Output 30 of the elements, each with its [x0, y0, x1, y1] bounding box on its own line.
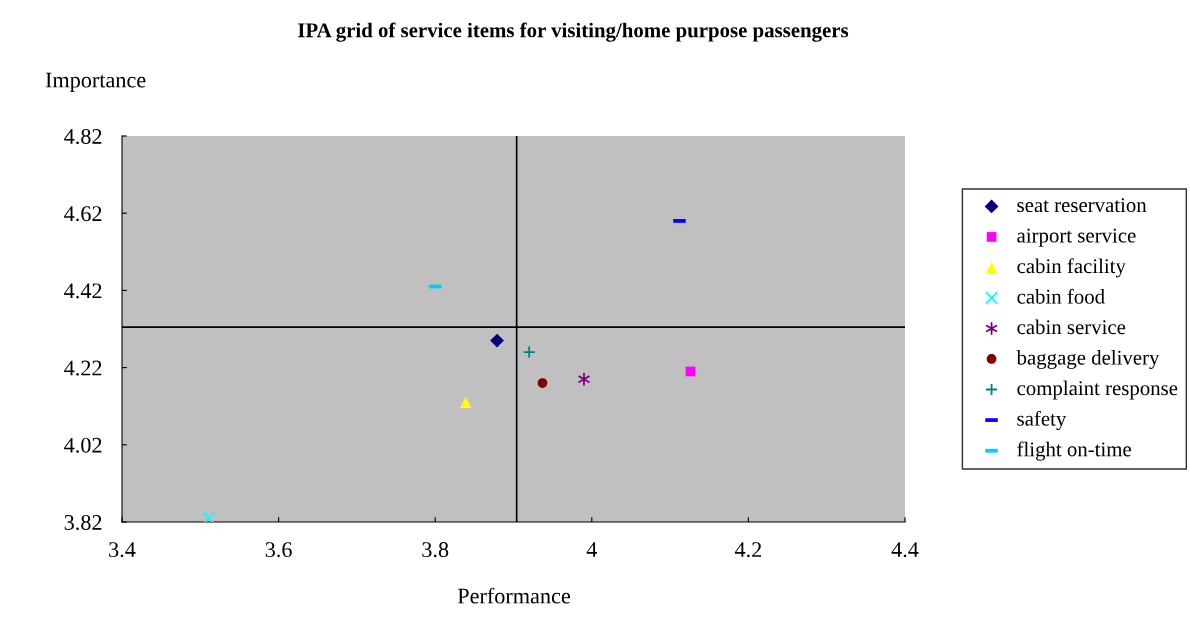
legend-label: flight on-time [1017, 441, 1131, 461]
point [202, 511, 216, 522]
legend-label: baggage delivery [1016, 349, 1160, 369]
y-tick-label: 4.42 [64, 283, 102, 299]
x-tick-label: 3.6 [265, 542, 292, 558]
legend-label: complaint response [1017, 380, 1178, 400]
legend-label: cabin food [1017, 288, 1105, 304]
legend-label: cabin service [1017, 319, 1126, 335]
legend-label: airport service [1017, 228, 1136, 247]
point [537, 378, 548, 388]
x-tick-label: 4.2 [734, 542, 762, 558]
y-axis-title: Importance [45, 72, 146, 93]
y-tick-label: 4.02 [64, 437, 102, 453]
legend-label: safety [1017, 410, 1067, 431]
point [578, 372, 590, 386]
y-tick-label: 4.82 [64, 128, 102, 145]
x-tick-label: 3.8 [422, 542, 449, 558]
legend-label: seat reservation [1017, 198, 1147, 213]
y-tick-label: 3.82 [64, 514, 102, 531]
chart-title: IPA grid of service items for visiting/home purpose passengers [298, 22, 849, 42]
x-axis-title: Performance [457, 587, 570, 604]
y-tick-label: 4.22 [64, 360, 102, 376]
x-tick-label: 4 [586, 542, 598, 557]
x-tick-label: 3.4 [109, 542, 136, 558]
point [522, 345, 536, 359]
legend-label: cabin facility [1017, 258, 1126, 278]
y-tick-label: 4.62 [64, 206, 102, 222]
point [460, 396, 472, 408]
x-tick-label: 4.4 [891, 542, 919, 558]
point [490, 333, 504, 348]
